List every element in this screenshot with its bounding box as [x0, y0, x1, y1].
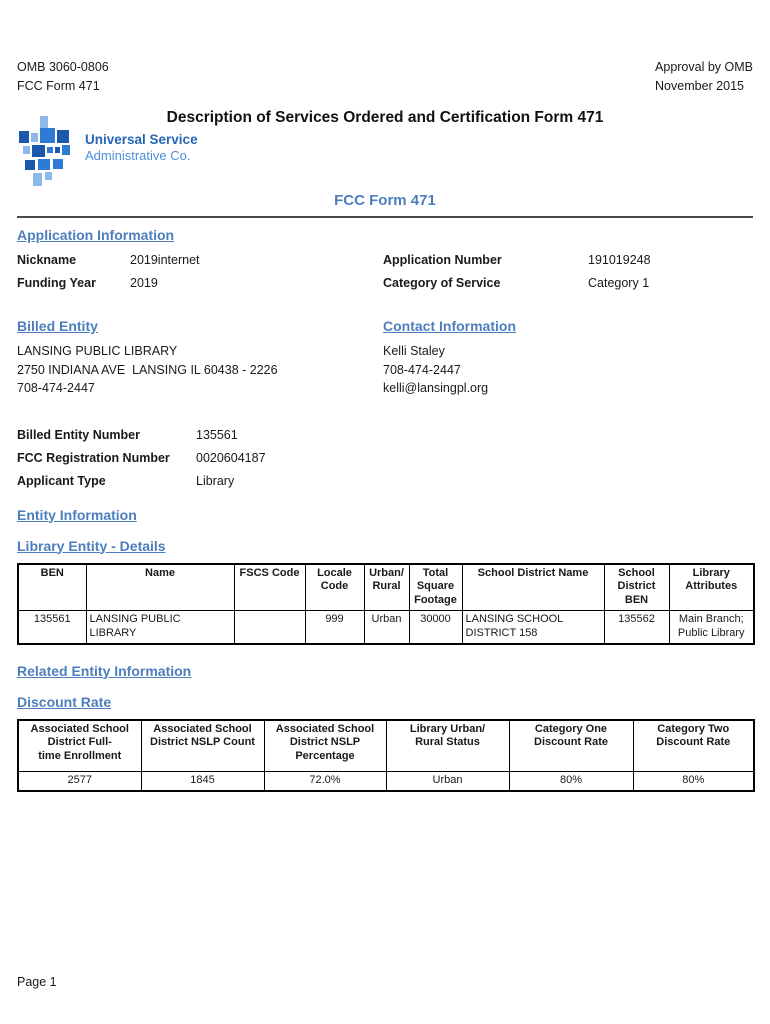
applicant-type-value: Library — [196, 473, 235, 488]
col-district-fulltime-enrollment: Associated School District Full- time En… — [17, 719, 142, 772]
billed-entity-contact-section: Billed Entity LANSING PUBLIC LIBRARY 275… — [17, 318, 753, 398]
nickname-label: Nickname — [17, 253, 77, 267]
usac-logo-name: Universal Service — [85, 132, 198, 147]
fcc-registration-number-label: FCC Registration Number — [17, 450, 170, 465]
col-urban-rural: Urban/ Rural — [363, 563, 410, 611]
usac-logo-subname: Administrative Co. — [85, 148, 191, 163]
col-school-district-name: School District Name — [461, 563, 605, 611]
application-number-label: Application Number — [383, 253, 502, 267]
category-of-service-label: Category of Service — [383, 276, 501, 290]
usac-logo-icon — [19, 116, 70, 186]
billed-entity-address: 2750 INDIANA AVE LANSING IL 60438 - 2226 — [17, 362, 278, 377]
contact-email: kelli@lansingpl.org — [383, 381, 489, 395]
library-entity-details-table: BEN Name FSCS Code Locale Code Urban/ Ru… — [17, 562, 755, 645]
cell-district-fulltime-enrollment: 2577 — [17, 771, 142, 791]
document-title: Description of Services Ordered and Cert… — [166, 109, 604, 126]
field-row: Nickname 2019internet Application Number… — [17, 251, 753, 269]
field-application-number: Application Number 191019248 — [383, 251, 753, 269]
field-funding-year: Funding Year 2019 — [17, 274, 383, 292]
form-title: FCC Form 471 — [334, 192, 436, 209]
form-number: FCC Form 471 — [17, 79, 100, 93]
col-total-square-footage: Total Square Footage — [408, 563, 463, 611]
billed-entity-number-label: Billed Entity Number — [17, 427, 140, 442]
contact-information-lines: Kelli Staley 708-474-2447 kelli@lansingp… — [383, 342, 753, 398]
col-fscs-code: FSCS Code — [233, 563, 306, 611]
funding-year-value: 2019 — [130, 276, 158, 290]
usac-logo: Universal Service Administrative Co. — [17, 114, 198, 186]
billed-entity-numbers: Billed Entity Number 135561 FCC Registra… — [17, 424, 753, 493]
approval-label: Approval by OMB — [655, 60, 753, 74]
masthead: Description of Services Ordered and Cert… — [17, 108, 753, 190]
omb-number: OMB 3060-0806 — [17, 60, 109, 74]
omb-block: OMB 3060-0806 FCC Form 471 — [17, 58, 109, 96]
cell-total-square-footage: 30000 — [408, 610, 463, 644]
billed-entity-column: Billed Entity LANSING PUBLIC LIBRARY 275… — [17, 318, 383, 398]
approval-date: November 2015 — [655, 79, 744, 93]
col-library-urban-rural-status: Library Urban/ Rural Status — [385, 719, 510, 772]
cell-category-two-discount-rate: 80% — [632, 771, 755, 791]
cell-school-district-ben: 135562 — [603, 610, 670, 644]
col-library-attributes: Library Attributes — [668, 563, 755, 611]
section-contact-information: Contact Information — [383, 318, 516, 334]
applicant-type-label: Applicant Type — [17, 473, 106, 488]
cell-ben: 135561 — [17, 610, 87, 644]
usac-logo-text: Universal Service Administrative Co. — [85, 131, 198, 164]
cell-district-nslp-percentage: 72.0% — [263, 771, 387, 791]
section-entity-information: Entity Information — [17, 506, 137, 523]
section-related-entity-information: Related Entity Information — [17, 662, 192, 679]
top-meta: OMB 3060-0806 FCC Form 471 Approval by O… — [17, 58, 753, 96]
cell-library-urban-rural-status: Urban — [385, 771, 510, 791]
col-ben: BEN — [17, 563, 87, 611]
field-billed-entity-number: Billed Entity Number 135561 — [17, 424, 753, 447]
col-school-district-ben: School District BEN — [603, 563, 670, 611]
col-name: Name — [85, 563, 235, 611]
header-divider — [17, 216, 753, 218]
cell-name: LANSING PUBLIC LIBRARY — [85, 610, 235, 644]
table-header-row: BEN Name FSCS Code Locale Code Urban/ Ru… — [17, 563, 755, 611]
field-row: Funding Year 2019 Category of Service Ca… — [17, 274, 753, 292]
field-fcc-registration-number: FCC Registration Number 0020604187 — [17, 447, 753, 470]
nickname-value: 2019internet — [130, 253, 200, 267]
table-row: 2577 1845 72.0% Urban 80% 80% — [17, 771, 755, 791]
cell-locale-code: 999 — [304, 610, 365, 644]
section-library-entity-details: Library Entity - Details — [17, 537, 166, 554]
col-locale-code: Locale Code — [304, 563, 365, 611]
cell-library-attributes: Main Branch; Public Library — [668, 610, 755, 644]
section-application-information: Application Information — [17, 227, 175, 243]
col-district-nslp-percentage: Associated School District NSLP Percenta… — [263, 719, 387, 772]
section-discount-rate: Discount Rate — [17, 693, 112, 710]
cell-fscs-code — [233, 610, 306, 644]
billed-entity-name: LANSING PUBLIC LIBRARY — [17, 344, 178, 358]
category-of-service-value: Category 1 — [588, 276, 650, 290]
contact-phone: 708-474-2447 — [383, 362, 461, 377]
table-row: 135561 LANSING PUBLIC LIBRARY 999 Urban … — [17, 610, 755, 644]
application-number-value: 191019248 — [588, 253, 651, 267]
col-district-nslp-count: Associated School District NSLP Count — [140, 719, 265, 772]
application-information-fields: Nickname 2019internet Application Number… — [17, 251, 753, 292]
col-category-one-discount-rate: Category One Discount Rate — [508, 719, 634, 772]
section-billed-entity: Billed Entity — [17, 318, 98, 334]
fcc-registration-number-value: 0020604187 — [196, 450, 266, 465]
table-header-row: Associated School District Full- time En… — [17, 719, 755, 772]
col-category-two-discount-rate: Category Two Discount Rate — [632, 719, 755, 772]
page-content: OMB 3060-0806 FCC Form 471 Approval by O… — [17, 58, 755, 792]
approval-block: Approval by OMB November 2015 — [655, 58, 753, 96]
field-applicant-type: Applicant Type Library — [17, 470, 753, 493]
cell-school-district-name: LANSING SCHOOL DISTRICT 158 — [461, 610, 605, 644]
billed-entity-lines: LANSING PUBLIC LIBRARY 2750 INDIANA AVE … — [17, 342, 383, 398]
billed-entity-number-value: 135561 — [196, 427, 238, 442]
field-category-of-service: Category of Service Category 1 — [383, 274, 753, 292]
field-nickname: Nickname 2019internet — [17, 251, 383, 269]
billed-entity-phone: 708-474-2447 — [17, 381, 95, 395]
discount-rate-table: Associated School District Full- time En… — [17, 718, 755, 792]
cell-category-one-discount-rate: 80% — [508, 771, 634, 791]
funding-year-label: Funding Year — [17, 276, 96, 290]
cell-district-nslp-count: 1845 — [140, 771, 265, 791]
page-number: Page 1 — [17, 975, 57, 989]
contact-name: Kelli Staley — [383, 344, 445, 358]
cell-urban-rural: Urban — [363, 610, 410, 644]
contact-information-column: Contact Information Kelli Staley 708-474… — [383, 318, 753, 398]
